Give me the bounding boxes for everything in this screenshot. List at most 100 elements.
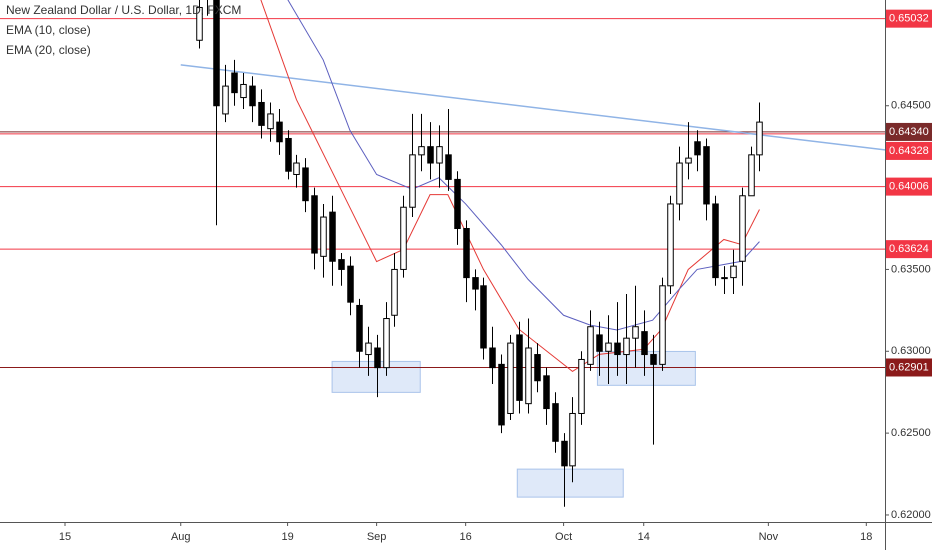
y-tick-label: 0.62000 — [891, 509, 931, 521]
candle-body — [614, 342, 621, 356]
x-tick-label: 15 — [59, 531, 71, 543]
candle-body — [650, 354, 657, 365]
candle-body — [409, 154, 416, 208]
candle-body — [356, 304, 363, 352]
level-label-bg — [886, 358, 932, 377]
candle-body — [463, 228, 470, 279]
candle-body — [338, 259, 345, 270]
candle-body — [516, 334, 523, 401]
candle-body — [445, 154, 452, 180]
candle-body — [507, 342, 514, 414]
y-tick-label: 0.62500 — [891, 427, 931, 439]
level-label-bg — [886, 240, 932, 259]
candle-body — [400, 206, 407, 270]
candle-body — [196, 7, 203, 41]
candle-body — [694, 141, 701, 156]
ema-line — [287, 0, 760, 331]
candle-body — [748, 154, 755, 197]
x-tick-label: Nov — [759, 531, 779, 543]
trendline — [180, 64, 885, 151]
candle-body — [632, 326, 639, 339]
y-tick-label: 0.63500 — [891, 263, 931, 275]
candle-body — [623, 337, 630, 356]
candle-body — [311, 195, 318, 254]
candle-body — [561, 440, 568, 467]
candle-body — [569, 412, 576, 467]
level-label: 0.64006 — [889, 181, 929, 193]
highlight-zone — [516, 468, 624, 498]
candle-body — [383, 318, 390, 369]
level-label: 0.64328 — [889, 145, 929, 157]
candle-body — [374, 347, 381, 369]
candle-body — [320, 216, 327, 257]
candle-body — [578, 358, 585, 414]
y-tick-label: 0.64500 — [891, 100, 931, 112]
candle-body — [730, 265, 737, 279]
candle-body — [721, 277, 728, 280]
candle-body — [472, 277, 479, 290]
candle-body — [685, 157, 692, 164]
level-label: 0.64340 — [889, 126, 929, 138]
candle-body — [436, 146, 443, 164]
candle-body — [659, 285, 666, 365]
candle-body — [739, 195, 746, 262]
candle-body — [454, 178, 461, 230]
level-label: 0.62901 — [889, 361, 929, 373]
y-tick-label: 0.63000 — [891, 345, 931, 357]
candle-body — [703, 146, 710, 205]
legend-entry: EMA (10, close) — [6, 23, 91, 37]
candle-body — [418, 146, 425, 156]
candle-body — [213, 0, 220, 107]
legend-entry: EMA (20, close) — [6, 43, 91, 57]
ema-line — [260, 0, 760, 373]
candle-body — [329, 211, 336, 262]
candle-body — [587, 326, 594, 365]
candle-body — [667, 203, 674, 287]
level-label-bg — [886, 177, 932, 196]
candle-body — [552, 403, 559, 442]
candle-body — [712, 203, 719, 279]
chart-title: New Zealand Dollar / U.S. Dollar, 1D, FX… — [6, 3, 241, 17]
candle-body — [302, 167, 309, 202]
level-label: 0.65032 — [889, 13, 929, 25]
x-tick-label: Sep — [367, 531, 387, 543]
candle-body — [365, 342, 372, 356]
candle-body — [596, 334, 603, 352]
candle-body — [480, 285, 487, 349]
highlight-zone — [596, 350, 696, 386]
axes: 0.62000 0.62500 0.63000 0.63500 0.64500 15 Aug… — [59, 9, 932, 543]
candle-body — [605, 342, 612, 352]
candle-body — [391, 268, 398, 316]
level-label: 0.63624 — [889, 243, 929, 255]
candle-body — [276, 121, 283, 143]
x-tick-label: Oct — [555, 531, 572, 543]
x-tick-label: Aug — [171, 531, 191, 543]
candle-body — [285, 137, 292, 172]
x-tick-label: 18 — [860, 531, 872, 543]
candle-body — [249, 85, 256, 107]
candle-body — [293, 162, 300, 175]
x-tick-label: 14 — [638, 531, 650, 543]
candle-body — [534, 354, 541, 382]
candle-body — [641, 331, 648, 356]
candle-body — [756, 121, 763, 156]
level-label-bg — [886, 141, 932, 160]
plot-area — [0, 0, 885, 507]
level-label-bg — [886, 122, 932, 141]
candle-body — [231, 72, 238, 94]
x-tick-label: 19 — [281, 531, 293, 543]
candle-body — [240, 83, 247, 99]
level-label-bg — [886, 9, 932, 28]
candle-body — [427, 146, 434, 164]
candle-body — [543, 375, 550, 410]
candle-body — [489, 347, 496, 369]
candle-body — [222, 85, 229, 115]
x-tick-label: 16 — [460, 531, 472, 543]
candle-body — [267, 113, 274, 130]
candle-body — [525, 347, 532, 405]
candle-body — [258, 101, 265, 126]
candle-body — [498, 363, 505, 426]
candle-body — [347, 265, 354, 303]
candle-body — [676, 162, 683, 205]
